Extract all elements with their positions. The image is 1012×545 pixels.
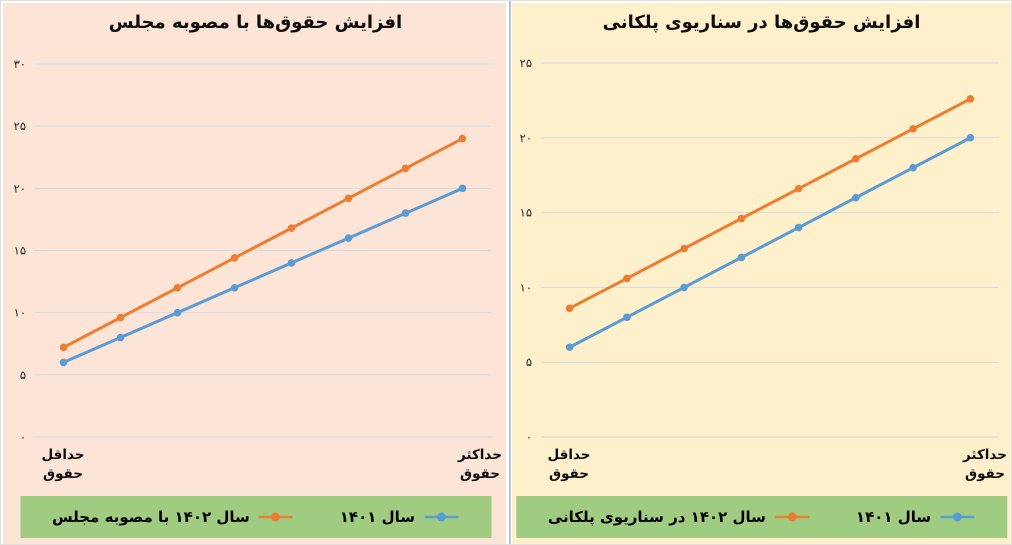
data-point-marker xyxy=(680,283,688,292)
data-point-marker xyxy=(966,95,975,103)
chart-panel-stepped: افزایش حقوق‌ها در سناریوی پلکانی ۰ ۵ ۱۰ ۱۵ ۲… xyxy=(512,3,1011,544)
data-point-marker xyxy=(173,308,182,317)
y-tick-label: ۲۰ xyxy=(520,131,532,145)
legend-item: سال ۱۴۰۱ xyxy=(340,508,459,526)
data-point-marker xyxy=(794,223,803,232)
data-point-marker xyxy=(565,343,574,352)
legend-line-marker-icon xyxy=(424,512,459,522)
data-point-marker xyxy=(565,304,574,313)
x-axis-label-min-salary: حداقل حقوق xyxy=(21,446,105,484)
y-tick-label: ۲۰ xyxy=(14,181,26,195)
data-point-marker xyxy=(230,284,239,292)
x-axis-label-line: حداکثر xyxy=(963,447,1007,463)
legend-line-marker-icon xyxy=(774,512,809,522)
data-point-marker xyxy=(852,193,860,202)
legend-label: سال ۱۴۰۲ در سناریوی پلکانی xyxy=(547,508,766,526)
y-tick-label: ۳۰ xyxy=(14,57,26,71)
legend-item: سال ۱۴۰۲ در سناریوی پلکانی xyxy=(548,508,810,526)
data-point-marker xyxy=(794,184,803,193)
plot-area: ۰ ۵ ۱۰ ۱۵ ۲۰ ۲۵ xyxy=(520,56,999,444)
data-point-marker xyxy=(344,194,353,203)
data-point-marker xyxy=(966,134,975,142)
data-point-marker xyxy=(344,234,353,242)
data-point-marker xyxy=(737,253,746,262)
data-point-marker xyxy=(287,259,296,267)
x-axis-label-max-salary: حداکثر حقوق xyxy=(943,446,1011,484)
chart-panel-parliament: افزایش حقوق‌ها با مصوبه مجلس ۰ ۵ ۱۰ ۱۵ ۲۰ ۲۵ ۳… xyxy=(3,3,508,544)
data-point-marker xyxy=(458,134,467,143)
series-line xyxy=(62,137,464,349)
x-axis-label-max-salary: حداکثر حقوق xyxy=(438,446,522,484)
data-point-marker xyxy=(458,184,467,193)
legend-line-marker-icon xyxy=(940,512,975,522)
x-axis-label-line: حقوق xyxy=(460,466,500,482)
y-tick-label: ۰ xyxy=(526,430,532,444)
series-line xyxy=(568,97,972,310)
legend-label: سال ۱۴۰۲ با مصوبه مجلس xyxy=(51,508,250,526)
y-tick-label: ۰ xyxy=(20,430,26,444)
data-point-marker xyxy=(623,313,631,322)
data-point-marker xyxy=(680,244,688,253)
chart-title: افزایش حقوق‌ها در سناریوی پلکانی xyxy=(602,12,921,33)
data-point-marker xyxy=(116,313,125,322)
legend: سال ۱۴۰۱ سال ۱۴۰۲ با مصوبه مجلس xyxy=(19,496,492,538)
data-point-marker xyxy=(59,358,68,367)
data-point-marker xyxy=(59,343,68,352)
legend-item: سال ۱۴۰۱ xyxy=(856,508,975,526)
chart-title: افزایش حقوق‌ها با مصوبه مجلس xyxy=(108,12,403,33)
data-point-marker xyxy=(401,164,410,173)
data-point-marker xyxy=(909,163,917,172)
x-axis-label-line: حداکثر xyxy=(458,447,502,463)
legend-label: سال ۱۴۰۱ xyxy=(855,508,932,526)
data-point-marker xyxy=(173,284,182,292)
y-tick-label: ۵ xyxy=(526,355,532,369)
data-point-marker xyxy=(401,209,410,217)
y-tick-label: ۱۵ xyxy=(520,206,532,220)
data-point-marker xyxy=(230,254,239,262)
data-point-marker xyxy=(623,274,631,283)
legend-item: سال ۱۴۰۲ با مصوبه مجلس xyxy=(52,508,294,526)
x-axis-label-line: حقوق xyxy=(549,466,589,482)
data-point-marker xyxy=(737,214,746,223)
y-tick-label: ۱۰ xyxy=(14,306,26,320)
panel-divider-line xyxy=(509,1,511,544)
series-line xyxy=(568,136,972,349)
x-axis-label-line: حقوق xyxy=(965,466,1005,482)
x-axis-label-line: حداقل xyxy=(547,447,591,463)
data-point-marker xyxy=(116,333,125,342)
y-tick-label: ۲۵ xyxy=(520,56,532,70)
legend: سال ۱۴۰۱ سال ۱۴۰۲ در سناریوی پلکانی xyxy=(515,496,1008,538)
data-point-marker xyxy=(909,125,917,133)
legend-line-marker-icon xyxy=(258,512,293,522)
legend-label: سال ۱۴۰۱ xyxy=(339,508,416,526)
y-tick-label: ۱۰ xyxy=(520,280,532,294)
data-point-marker xyxy=(287,224,296,232)
y-tick-label: ۵ xyxy=(20,368,26,382)
y-tick-label: ۱۵ xyxy=(14,244,26,258)
x-axis-label-line: حقوق xyxy=(43,466,83,482)
plot-area: ۰ ۵ ۱۰ ۱۵ ۲۰ ۲۵ ۳۰ xyxy=(14,57,491,444)
x-axis-label-min-salary: حداقل حقوق xyxy=(527,446,611,484)
x-axis-label-line: حداقل xyxy=(41,447,85,463)
data-point-marker xyxy=(852,154,860,163)
y-tick-label: ۲۵ xyxy=(14,119,26,133)
series-line xyxy=(62,186,464,364)
